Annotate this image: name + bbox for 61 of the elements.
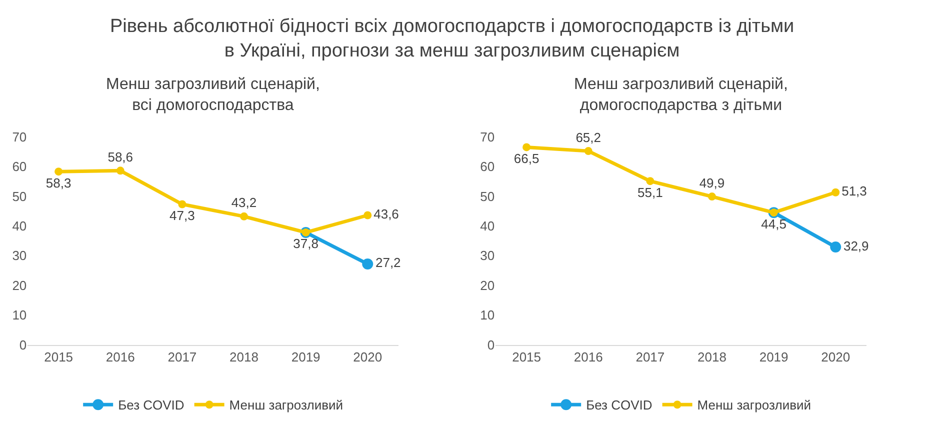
data-label: 43,2 [231, 195, 257, 210]
legend-label: Без COVID [586, 398, 652, 413]
point [116, 166, 124, 175]
x-tick-label: 2018 [698, 349, 726, 364]
data-label: 65,2 [576, 130, 602, 145]
point [646, 177, 654, 186]
x-tick-label: 2020 [821, 349, 850, 364]
data-label: 27,2 [375, 255, 401, 270]
y-tick-label: 10 [480, 308, 495, 323]
y-tick-label: 60 [480, 159, 495, 174]
data-label: 47,3 [170, 208, 195, 223]
point [832, 188, 840, 196]
point [708, 192, 716, 201]
data-label: 43,6 [374, 206, 399, 222]
data-label: 58,3 [46, 175, 72, 190]
point [830, 242, 842, 253]
y-tick-label: 40 [12, 218, 27, 234]
y-tick-label: 10 [12, 308, 27, 323]
point [240, 212, 248, 220]
y-tick-label: 50 [480, 188, 495, 204]
data-label: 55,1 [638, 184, 663, 200]
point [522, 143, 531, 152]
x-tick-label: 2018 [230, 349, 258, 364]
point [584, 147, 592, 156]
y-tick-label: 30 [12, 248, 27, 264]
data-label: 49,9 [699, 175, 725, 190]
data-label: 37,8 [293, 236, 318, 252]
data-label: 32,9 [843, 238, 869, 254]
legend-label: Менш загрозливий [229, 398, 344, 413]
x-tick-label: 2015 [512, 349, 542, 364]
data-label: 58,6 [108, 149, 134, 164]
y-tick-label: 0 [19, 337, 27, 352]
y-tick-label: 0 [487, 337, 495, 352]
y-tick-label: 70 [12, 129, 27, 144]
text: Рівень абсолютної бідності всіх домогосподарств і домогосподарств із дітьми в Україні, прогнози за менш загрозливим сценарієм [110, 16, 794, 62]
y-tick-label: 20 [480, 278, 495, 293]
point [178, 200, 186, 208]
x-tick-label: 2015 [44, 349, 74, 364]
x-tick-label: 2016 [574, 349, 603, 364]
x-tick-label: 2017 [168, 349, 197, 364]
point [54, 168, 63, 176]
legend-label: Менш загрозливий [697, 398, 812, 413]
chart-title: Менш загрозливий сценарій, домогосподарства з дітьми [574, 76, 788, 114]
y-tick-label: 70 [480, 129, 495, 144]
data-label: 51,3 [842, 184, 867, 199]
x-tick-label: 2019 [291, 349, 320, 364]
y-tick-label: 30 [480, 248, 495, 264]
y-tick-label: 60 [12, 159, 27, 174]
y-tick-label: 50 [12, 188, 27, 204]
legend-label: Без COVID [118, 398, 184, 413]
chart-title: Менш загрозливий сценарій, всі домогосподарства [106, 76, 320, 114]
x-tick-label: 2016 [106, 349, 135, 364]
data-label: 66,5 [514, 150, 540, 166]
x-tick-label: 2017 [636, 349, 665, 364]
point [362, 258, 374, 270]
x-tick-label: 2020 [353, 349, 382, 364]
point [364, 211, 372, 220]
x-tick-label: 2019 [759, 349, 788, 364]
y-tick-label: 20 [12, 278, 27, 293]
data-label: 44,5 [761, 216, 786, 232]
y-tick-label: 40 [480, 218, 495, 234]
